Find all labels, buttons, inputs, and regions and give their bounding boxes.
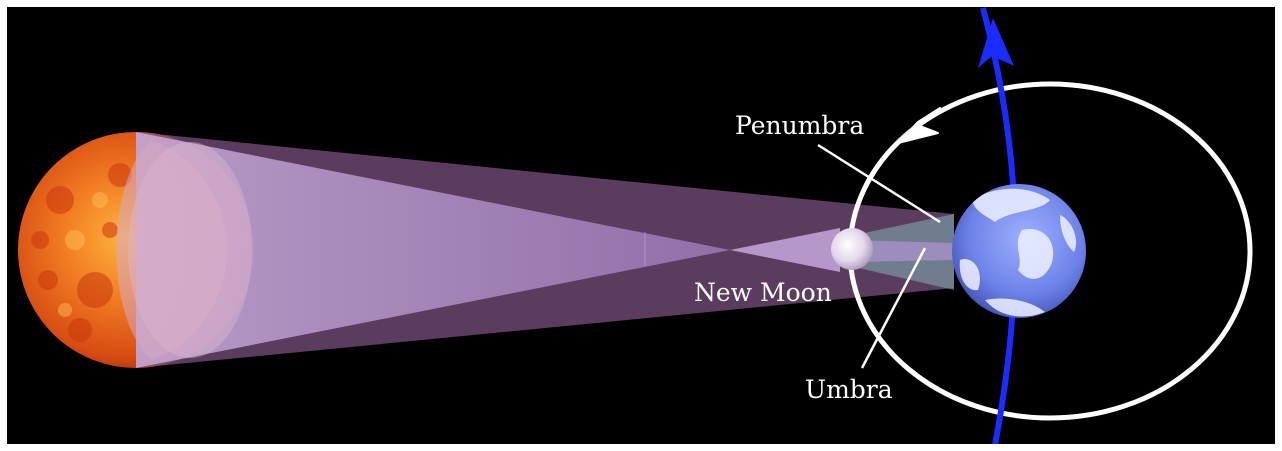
penumbra-label: Penumbra — [735, 111, 864, 140]
umbra-label: Umbra — [805, 375, 893, 404]
earth-orbit-arrow-icon — [978, 18, 1014, 68]
sun-shadow-overlay — [116, 140, 228, 360]
penumbra-leader-line — [817, 143, 941, 224]
shadow-cone-lower — [730, 228, 840, 272]
moon-icon — [831, 228, 873, 270]
new-moon-label: New Moon — [694, 278, 832, 307]
orbit-direction-arrow-icon — [897, 107, 941, 144]
earth-icon — [952, 184, 1086, 318]
shadow-cone-upper — [136, 132, 730, 368]
moon-shadow-umbra — [852, 240, 954, 262]
umbra-leader-line — [860, 247, 927, 369]
